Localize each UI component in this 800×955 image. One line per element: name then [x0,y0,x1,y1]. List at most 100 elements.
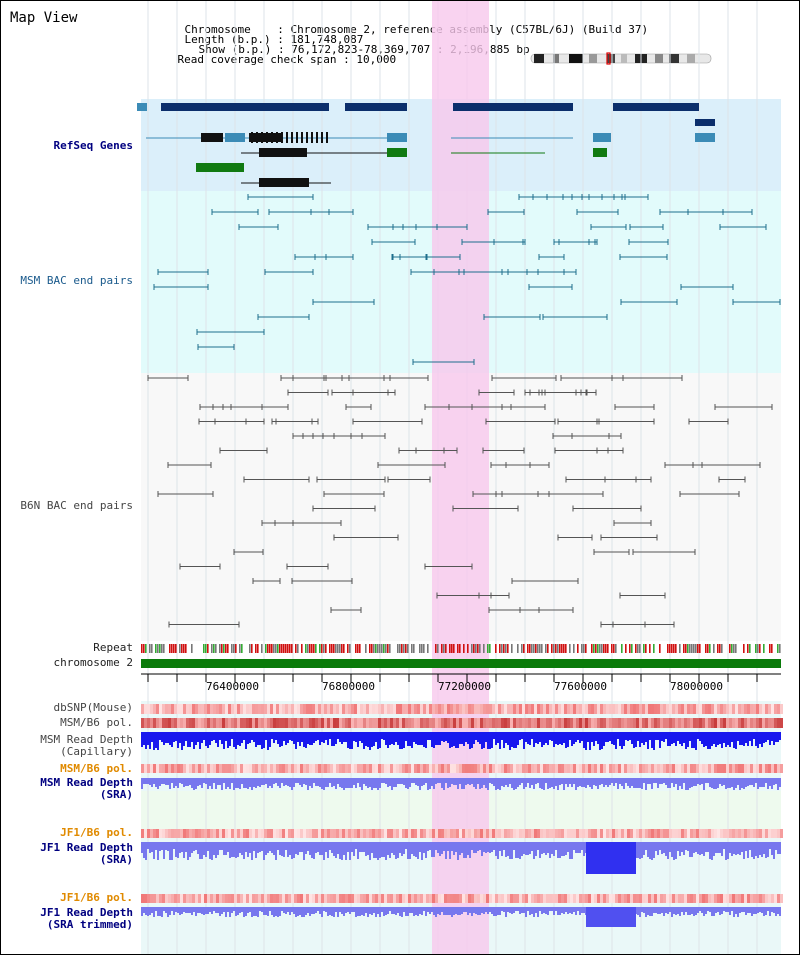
jf1-b6-pol-trim-cell [534,894,537,903]
jf1-depth-trim-bar [287,907,289,912]
msm-depth-sra-bar [175,778,177,786]
dbsnp-cell [669,704,672,714]
jf1-b6-pol-cell [450,829,453,838]
msm-depth-sra-bar [535,778,537,784]
jf1-b6-pol-cell [390,829,393,838]
msm-depth-capillary-bar [735,732,737,749]
jf1-b6-pol-cell [339,829,342,838]
dbsnp-cell [357,704,360,714]
msm-b6-pol-sra-cell [276,764,279,773]
repeat-mark [321,644,323,653]
jf1-depth-trim-bar [323,907,325,911]
msm-b6-pol-cell [549,718,552,728]
jf1-b6-pol-trim-cell [768,894,771,903]
jf1-b6-pol-cell [381,829,384,838]
msm-depth-sra-bar [361,778,363,790]
msm-b6-pol-cell [687,718,690,728]
msm-b6-pol-cell [636,718,639,728]
msm-depth-capillary-bar [695,732,697,750]
msm-depth-sra-bar [309,778,311,786]
msm-depth-capillary-bar [493,732,495,739]
jf1-depth-sra-bar [565,842,567,855]
dbsnp-cell [270,704,273,714]
msm-depth-sra-bar [393,778,395,787]
jf1-depth-trim-bar [469,907,471,913]
dbsnp-cell [303,704,306,714]
jf1-b6-pol-cell [447,829,450,838]
repeat-mark [471,644,473,653]
dbsnp-cell [195,704,198,714]
jf1-b6-pol-cell [216,829,219,838]
jf1-depth-trim-bar [659,907,661,914]
jf1-depth-sra-bar [717,842,719,853]
jf1-depth-sra-bar [447,842,449,851]
msm-b6-pol-sra-cell [438,764,441,773]
msm-b6-pol-cell [540,718,543,728]
jf1-b6-pol-cell [306,829,309,838]
msm-depth-capillary-bar [215,732,217,743]
gene-block [161,103,329,111]
jf1-depth-trim-bar [777,907,779,914]
dbsnp-cell [666,704,669,714]
msm-b6-pol-sra-cell [354,764,357,773]
jf1-b6-pol-trim-cell [417,894,420,903]
jf1-b6-pol-cell [552,829,555,838]
jf1-b6-pol-cell [366,829,369,838]
jf1-depth-trim-bar [479,907,481,915]
msm-depth-sra-bar [577,778,579,787]
msm-depth-sra-bar [195,778,197,789]
dbsnp-cell [486,704,489,714]
jf1-depth-trim-bar [283,907,285,913]
jf1-b6-pol-cell [441,829,444,838]
jf1-depth-trim-bar [155,907,157,911]
repeat-mark [337,644,339,653]
dbsnp-cell [279,704,282,714]
jf1-depth-sra-bar [431,842,433,857]
repeat-mark [257,644,259,653]
jf1-b6-pol-trim-cell [375,894,378,903]
jf1-b6-pol-cell [486,829,489,838]
repeat-mark [581,644,583,653]
msm-b6-pol-cell [249,718,252,728]
dbsnp-cell [375,704,378,714]
msm-b6-pol-cell [519,718,522,728]
jf1-depth-sra-bar [647,842,649,857]
msm-b6-pol-sra-cell [153,764,156,773]
msm-depth-sra-bar [693,778,695,786]
dbsnp-cell [399,704,402,714]
dbsnp-cell [540,704,543,714]
jf1-depth-sra-bar [291,842,293,859]
msm-depth-sra-bar [701,778,703,784]
msm-b6-pol-cell [381,718,384,728]
msm-b6-pol-cell [438,718,441,728]
repeat-mark [777,644,779,653]
msm-depth-capillary-bar [723,732,725,743]
jf1-b6-pol-cell [351,829,354,838]
msm-b6-pol-sra-cell [198,764,201,773]
jf1-depth-sra-bar [575,842,577,853]
repeat-mark [667,644,669,653]
msm-b6-pol-cell [639,718,642,728]
msm-b6-pol-sra-cell [477,764,480,773]
msm-b6-pol-cell [702,718,705,728]
msm-depth-capillary-bar [647,732,649,749]
gene-exon-tick [291,132,293,143]
jf1-depth-sra-bar [335,842,337,858]
msm-depth-capillary-bar [395,732,397,742]
msm-b6-pol-sra-cell [306,764,309,773]
repeat-mark [521,644,523,653]
msm-depth-sra-bar [201,778,203,788]
jf1-b6-pol-cell [570,829,573,838]
msm-depth-sra-bar [177,778,179,788]
jf1-depth-trim-bar [333,907,335,917]
msm-depth-capillary-bar [683,732,685,743]
jf1-b6-pol-cell [555,829,558,838]
jf1-depth-trim-bar [539,907,541,911]
msm-b6-pol-sra-cell [396,764,399,773]
jf1-depth-trim-bar [669,907,671,912]
dbsnp-cell [636,704,639,714]
msm-depth-sra-bar [681,778,683,789]
repeat-mark [673,644,675,653]
chromosome-ideogram[interactable] [529,52,715,66]
